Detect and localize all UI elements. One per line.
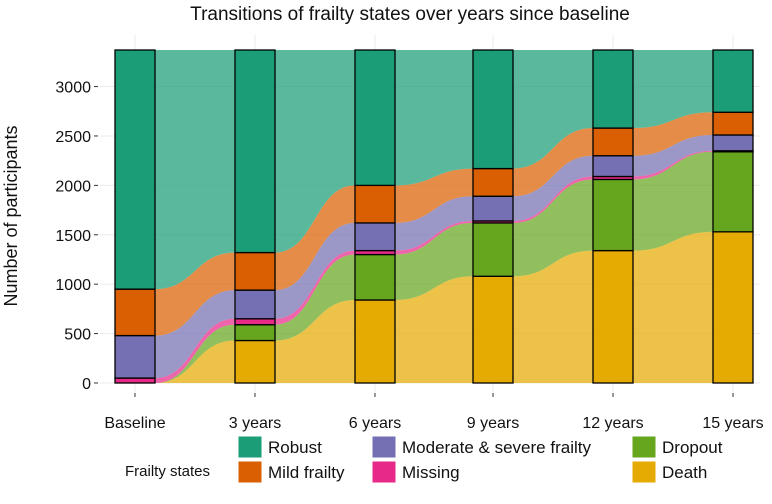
flow-ribbon-dropout: [275, 254, 355, 341]
bar-segment-mild: [592, 127, 634, 157]
bar-segment-mild: [354, 184, 396, 224]
flow-ribbon-mild: [275, 185, 355, 291]
x-tick-label: 3 years: [229, 415, 281, 432]
flow-ribbon-missing: [155, 318, 235, 383]
legend: Frailty states Robust Mild frailty Moderat…: [125, 435, 723, 484]
y-tick-label: 1500: [55, 228, 91, 245]
bar-segment-dropout: [712, 151, 754, 233]
flow-ribbon-moderate: [275, 222, 355, 319]
flow-ribbon-dropout: [155, 324, 235, 383]
legend-key-death: [631, 460, 657, 484]
legend-label-death: Death: [662, 463, 707, 482]
flow-ribbon-missing: [633, 150, 713, 180]
bar-segment-mild: [712, 111, 754, 136]
bar-segment-death: [712, 231, 754, 384]
y-tick-label: 500: [64, 327, 91, 344]
flow-ribbon-moderate: [633, 134, 713, 177]
bar-segment-robust: [114, 49, 156, 290]
flow-ribbon-robust: [275, 50, 355, 253]
flow-ribbon-missing: [275, 250, 355, 325]
state-bars: [114, 49, 754, 384]
bar-segment-robust: [354, 49, 396, 187]
flow-ribbon-death: [395, 276, 473, 383]
bar-segment-dropout: [354, 253, 396, 301]
legend-key-missing: [371, 460, 397, 484]
flow-ribbon-mild: [633, 112, 713, 156]
flow-ribbon-moderate: [155, 290, 235, 379]
bar-segment-mild: [114, 288, 156, 337]
legend-label-mild: Mild frailty: [268, 463, 345, 482]
y-tick-label: 2500: [55, 129, 91, 146]
flow-ribbon-robust: [395, 50, 473, 186]
bar-segment-dropout: [472, 222, 514, 277]
x-tick-label: Baseline: [104, 415, 165, 432]
bar-segment-dropout: [234, 324, 276, 342]
bar-segment-dropout: [592, 178, 634, 252]
bar-segment-death: [234, 339, 276, 384]
x-tick-label: 12 years: [582, 415, 643, 432]
bar-segment-moderate: [114, 334, 156, 379]
bar-segment-death: [592, 249, 634, 384]
legend-label-robust: Robust: [268, 438, 322, 457]
flow-ribbon-dropout: [395, 222, 473, 300]
flow-ribbon-mild: [395, 168, 473, 223]
bar-segment-missing: [114, 377, 156, 384]
flow-ribbon-mild: [513, 128, 593, 197]
legend-key-mild: [237, 460, 263, 484]
bar-segment-robust: [592, 49, 634, 129]
flow-ribbon-missing: [513, 176, 593, 223]
bar-segment-missing: [234, 318, 276, 326]
flow-ribbon-robust: [155, 50, 235, 290]
flow-ribbon-death: [513, 250, 593, 383]
legend-key-moderate: [371, 435, 397, 459]
flow-ribbon-dropout: [513, 179, 593, 277]
y-tick-label: 3000: [55, 80, 91, 97]
axes: 0 500 1000 1500 2000 2500 3000 Baseline 3 years 6…: [55, 80, 763, 432]
flow-ribbon-moderate: [395, 196, 473, 251]
flow-ribbon-mild: [155, 252, 235, 336]
x-tick-label: 15 years: [702, 415, 763, 432]
bar-segment-robust: [234, 49, 276, 254]
bar-segment-moderate: [472, 195, 514, 222]
y-axis-title: Number of participants: [1, 125, 21, 306]
flow-ribbon-robust: [633, 50, 713, 129]
bar-segment-robust: [472, 49, 514, 170]
legend-label-missing: Missing: [402, 463, 460, 482]
y-tick-label: 2000: [55, 178, 91, 195]
chart-title: Transitions of frailty states over years…: [190, 4, 630, 25]
legend-label-dropout: Dropout: [662, 438, 723, 457]
flow-ribbon-missing: [395, 220, 473, 255]
flow-ribbons: [155, 50, 713, 383]
bar-segment-moderate: [712, 134, 754, 152]
flow-ribbon-dropout: [633, 151, 713, 251]
flow-ribbon-moderate: [513, 155, 593, 221]
y-tick-label: 0: [82, 376, 91, 393]
legend-label-moderate: Moderate & severe frailty: [402, 438, 591, 457]
x-tick-label: 9 years: [467, 415, 519, 432]
bar-segment-death: [354, 299, 396, 384]
flow-ribbon-death: [633, 231, 713, 383]
bar-segment-mild: [234, 251, 276, 291]
bar-segment-mild: [472, 167, 514, 197]
bar-segment-moderate: [354, 222, 396, 252]
bar-segment-death: [472, 275, 514, 384]
bar-segment-moderate: [592, 155, 634, 178]
legend-key-robust: [237, 435, 263, 459]
flow-ribbon-robust: [513, 50, 593, 169]
bar-segment-robust: [712, 49, 754, 113]
x-tick-label: 6 years: [349, 415, 401, 432]
bar-segment-moderate: [234, 289, 276, 320]
y-tick-label: 1000: [55, 277, 91, 294]
legend-key-dropout: [631, 435, 657, 459]
legend-title: Frailty states: [125, 463, 210, 480]
flow-ribbon-death: [275, 299, 355, 383]
